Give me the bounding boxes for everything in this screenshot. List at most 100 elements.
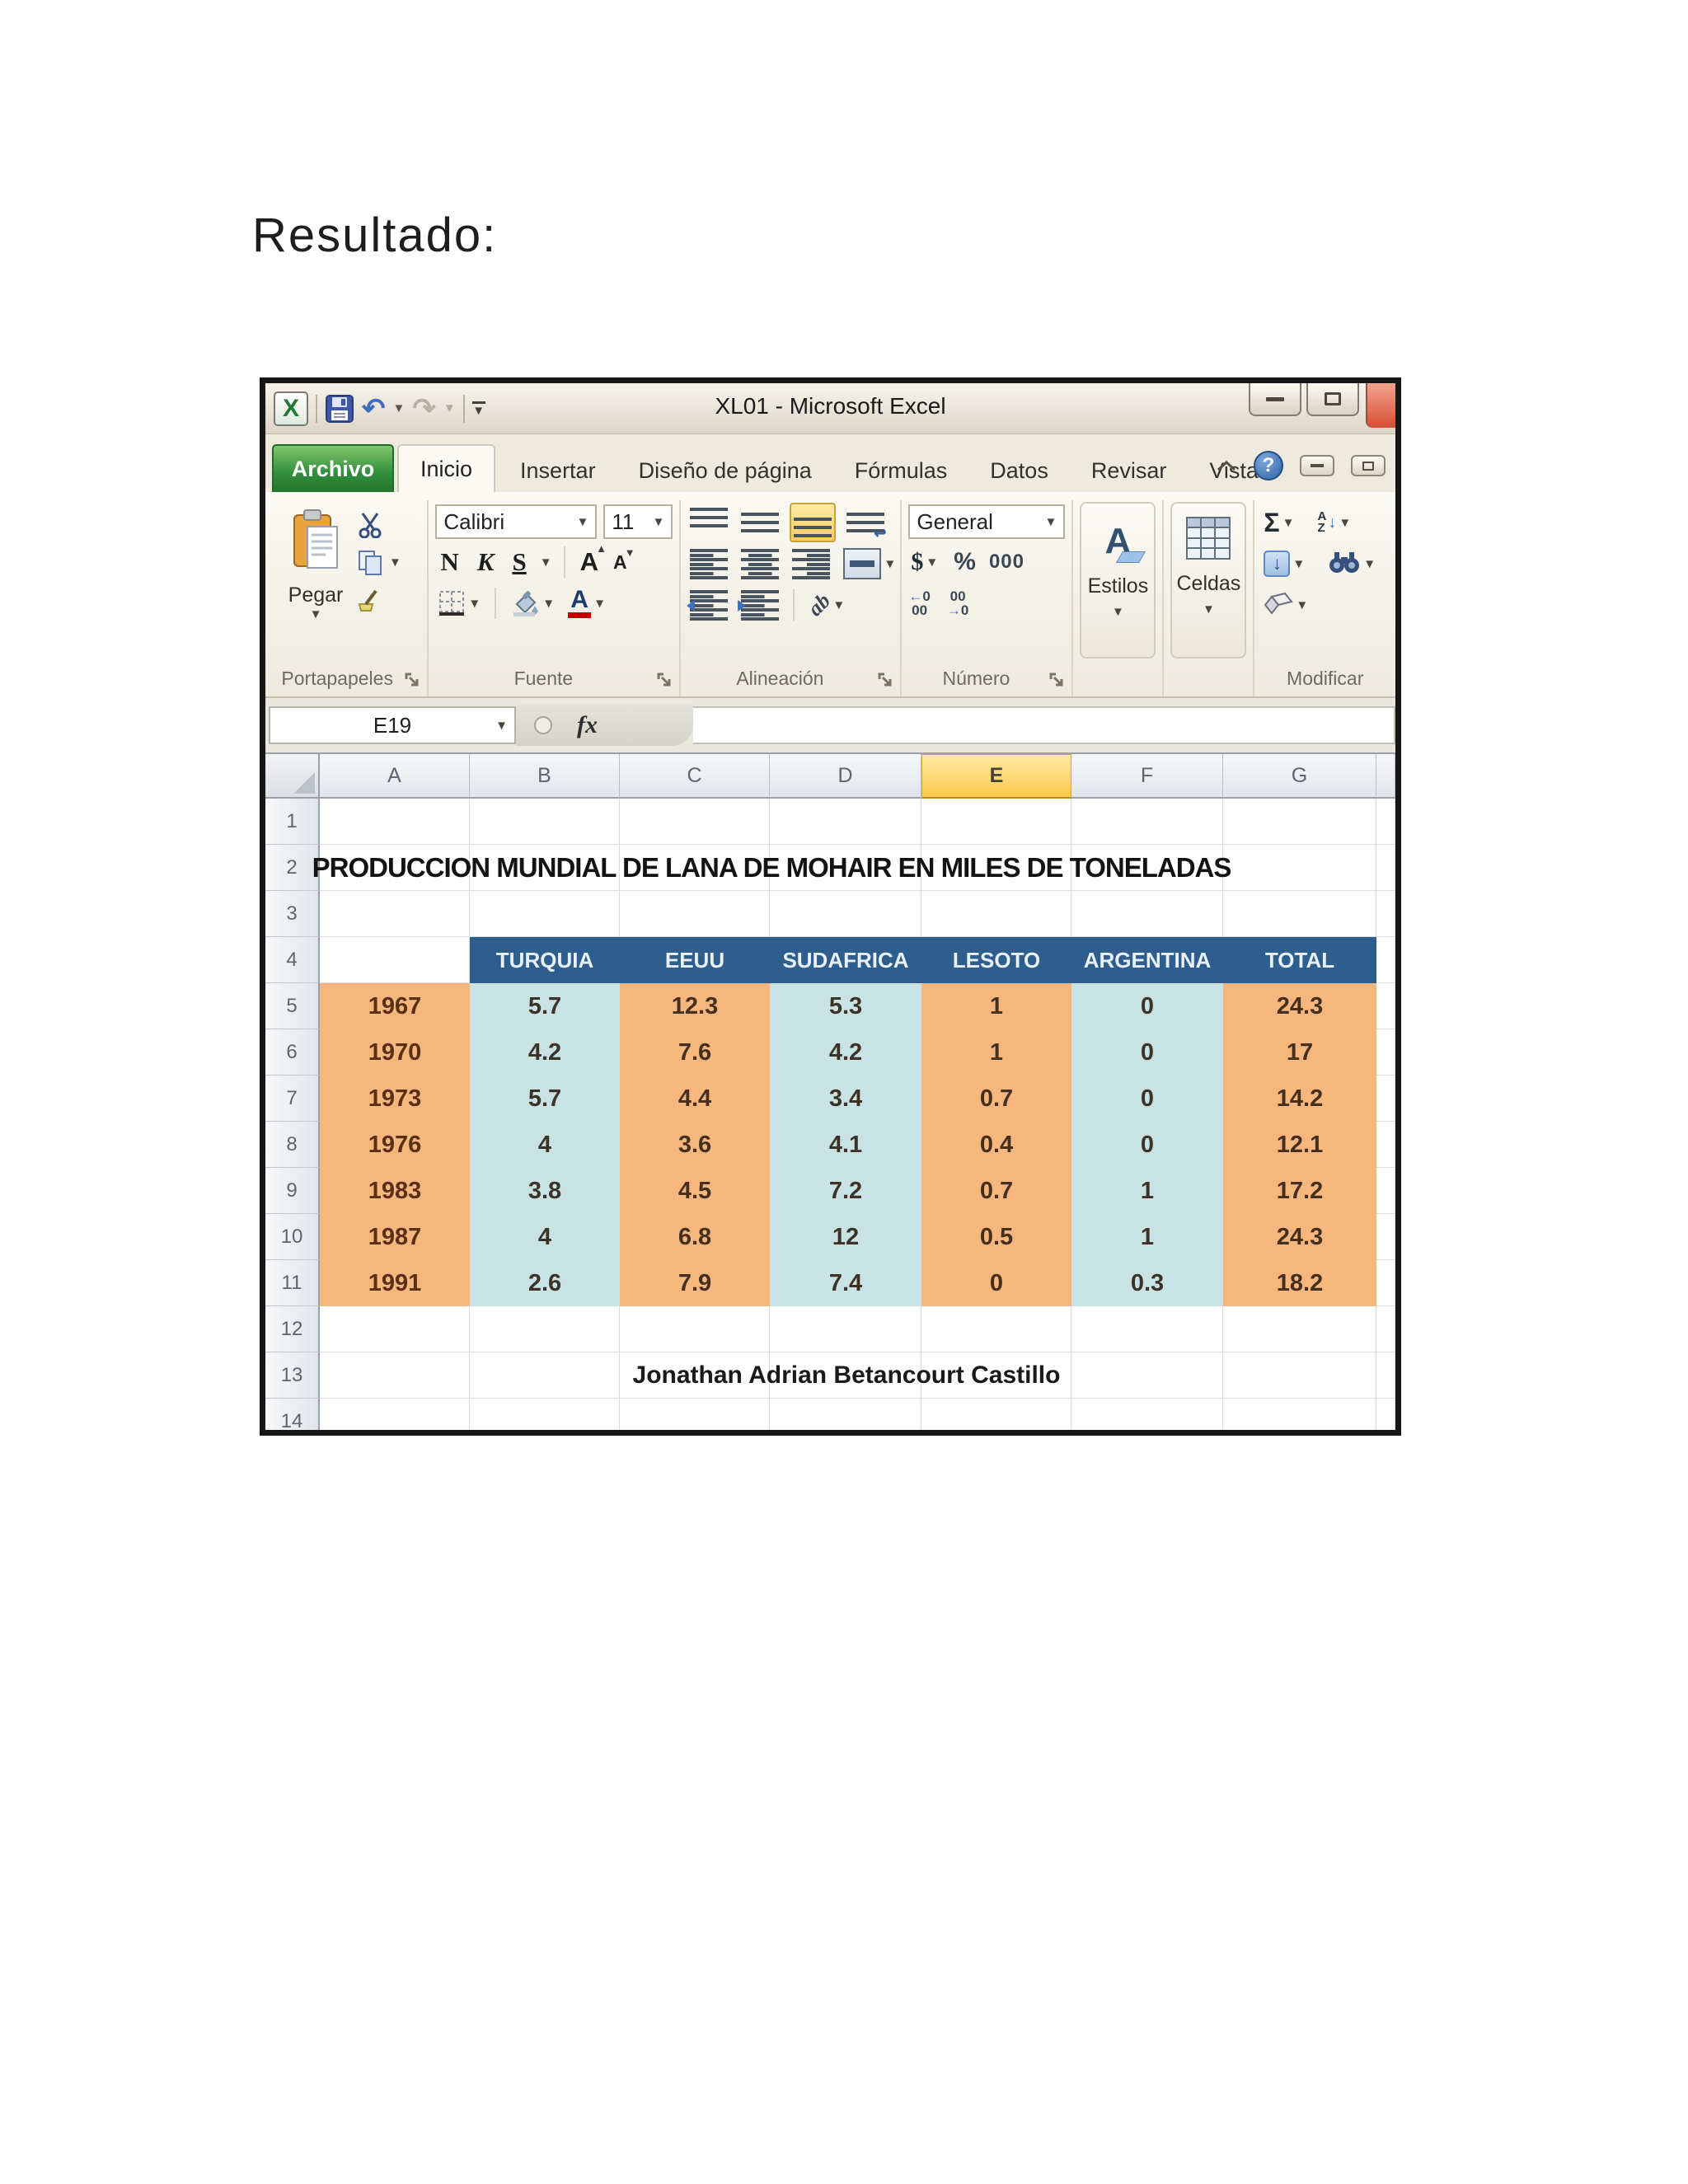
cell-B6[interactable]: 4.2 [470,1029,620,1076]
align-left-button[interactable] [687,546,730,582]
cell-G7[interactable]: 14.2 [1223,1076,1376,1122]
cell-D7[interactable]: 3.4 [770,1076,921,1122]
formula-input[interactable] [693,706,1395,744]
cell-F9[interactable]: 1 [1071,1168,1223,1214]
cell-A8[interactable]: 1976 [320,1122,470,1168]
cell-E2[interactable] [921,845,1071,891]
row-header-14[interactable]: 14 [265,1399,320,1430]
row-header-13[interactable]: 13 [265,1352,320,1399]
cell-C1[interactable] [620,799,770,845]
find-select-button[interactable]: ▼ [1325,547,1378,581]
cell-D3[interactable] [770,891,921,937]
cell-A13[interactable] [320,1352,470,1399]
cell-C11[interactable]: 7.9 [620,1260,770,1306]
decrease-decimal-button[interactable]: 00 →0 [946,588,969,618]
cell-D9[interactable]: 7.2 [770,1168,921,1214]
cell-D4[interactable]: SUDAFRICA [770,937,921,983]
cell-E11[interactable]: 0 [921,1260,1071,1306]
align-top-button[interactable] [687,504,730,541]
orientation-button[interactable]: ab ▼ [804,588,847,621]
cell-B4[interactable]: TURQUIA [470,937,620,983]
align-center-button[interactable] [738,546,781,582]
cell-F5[interactable]: 0 [1071,983,1223,1029]
currency-button[interactable]: $ ▼ [908,546,940,578]
grow-font-button[interactable]: A ▲ [577,542,607,577]
cell-F7[interactable]: 0 [1071,1076,1223,1122]
fill-button[interactable]: ↓ ▼ [1261,549,1307,579]
undo-icon[interactable]: ↶ [362,392,386,424]
cell-G11[interactable]: 18.2 [1223,1260,1376,1306]
help-icon[interactable]: ? [1254,451,1283,480]
cell-B8[interactable]: 4 [470,1122,620,1168]
decrease-indent-button[interactable] [687,587,730,623]
cell-H3[interactable] [1376,891,1395,937]
cell-D10[interactable]: 12 [770,1214,921,1260]
tab-diseno-de-pagina[interactable]: Diseño de página [638,457,812,483]
number-dialog-launcher[interactable] [1048,672,1067,690]
cell-D5[interactable]: 5.3 [770,983,921,1029]
cell-F6[interactable]: 0 [1071,1029,1223,1076]
maximize-button[interactable] [1306,383,1359,416]
thousands-button[interactable]: 000 [988,551,1025,573]
cell-G5[interactable]: 24.3 [1223,983,1376,1029]
cell-D6[interactable]: 4.2 [770,1029,921,1076]
row-header-11[interactable]: 11 [265,1260,320,1306]
cell-C7[interactable]: 4.4 [620,1076,770,1122]
cell-G3[interactable] [1223,891,1376,937]
cell-B12[interactable] [470,1306,620,1352]
cell-F1[interactable] [1071,799,1223,845]
cell-H5[interactable] [1376,983,1395,1029]
sort-filter-button[interactable]: A Z ↓ ▼ [1315,509,1353,537]
cell-E3[interactable] [921,891,1071,937]
cell-C14[interactable] [620,1399,770,1430]
cell-H1[interactable] [1376,799,1395,845]
cell-H13[interactable] [1376,1352,1395,1399]
cell-H6[interactable] [1376,1029,1395,1076]
column-header-A[interactable]: A [320,754,470,799]
bold-button[interactable]: N [440,547,459,576]
increase-decimal-button[interactable]: ←0 00 [908,588,931,618]
cell-E5[interactable]: 1 [921,983,1071,1029]
cell-G10[interactable]: 24.3 [1223,1214,1376,1260]
underline-dropdown-caret[interactable]: ▼ [539,555,552,569]
cell-C12[interactable] [620,1306,770,1352]
cell-H12[interactable] [1376,1306,1395,1352]
autosum-button[interactable]: Σ ▼ [1261,506,1296,540]
column-header-F[interactable]: F [1071,754,1223,799]
cell-D12[interactable] [770,1306,921,1352]
cell-G4[interactable]: TOTAL [1223,937,1376,983]
cell-A12[interactable] [320,1306,470,1352]
cell-C2[interactable] [620,845,770,891]
font-dialog-launcher[interactable] [656,672,674,690]
cell-F4[interactable]: ARGENTINA [1071,937,1223,983]
redo-icon[interactable]: ↷ [412,392,436,424]
cell-C9[interactable]: 4.5 [620,1168,770,1214]
row-header-4[interactable]: 4 [265,937,320,983]
column-header-E[interactable]: E [921,754,1071,799]
cell-B14[interactable] [470,1399,620,1430]
cell-A11[interactable]: 1991 [320,1260,470,1306]
cell-H10[interactable] [1376,1214,1395,1260]
cell-H4[interactable] [1376,937,1395,983]
cell-E8[interactable]: 0.4 [921,1122,1071,1168]
cell-B9[interactable]: 3.8 [470,1168,620,1214]
cell-B11[interactable]: 2.6 [470,1260,620,1306]
format-painter-button[interactable] [356,586,401,614]
row-header-9[interactable]: 9 [265,1168,320,1214]
tab-revisar[interactable]: Revisar [1090,457,1167,483]
cell-F8[interactable]: 0 [1071,1122,1223,1168]
cell-F14[interactable] [1071,1399,1223,1430]
cell-A3[interactable] [320,891,470,937]
percent-button[interactable]: % [954,548,976,575]
row-header-10[interactable]: 10 [265,1214,320,1260]
cancel-entry-icon[interactable] [534,716,552,734]
fill-color-button[interactable]: ▼ [508,588,557,619]
italic-button[interactable]: K [476,547,495,576]
cell-G12[interactable] [1223,1306,1376,1352]
increase-indent-button[interactable] [738,587,781,623]
cell-A5[interactable]: 1967 [320,983,470,1029]
cell-A9[interactable]: 1983 [320,1168,470,1214]
cell-F12[interactable] [1071,1306,1223,1352]
cell-A1[interactable] [320,799,470,845]
cell-E12[interactable] [921,1306,1071,1352]
